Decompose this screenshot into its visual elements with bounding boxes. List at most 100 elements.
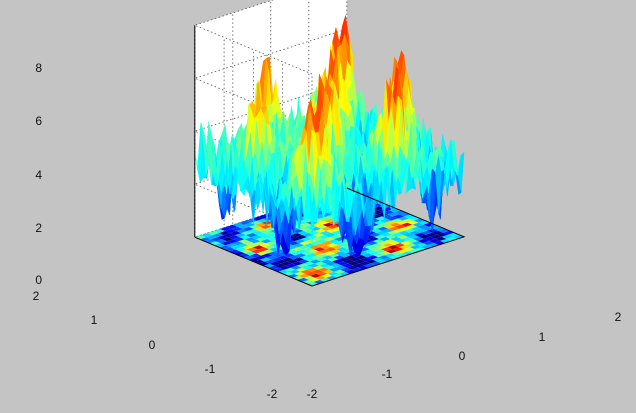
floor-cell [218,231,230,236]
floor-cell [395,238,407,243]
floor-cell [213,229,225,234]
floor-cell [315,243,327,248]
floor-cell [334,251,346,256]
floor-cell [240,249,252,254]
floor-cell [288,255,300,260]
floor-cell [220,226,232,231]
floor-cell [422,240,434,245]
y-axis-line [194,236,313,287]
floor-cell [315,257,327,262]
floor-cell [325,247,337,252]
floor-cell [291,247,303,252]
floor-cell [293,271,306,276]
y-tick-label: 1 [91,313,98,327]
floor-cell [231,226,243,231]
z-tick-label: 4 [35,168,42,182]
floor-cell [300,237,312,242]
floor-cell [285,263,297,268]
floor-cell [284,267,296,272]
x-tick-label: 2 [615,310,622,324]
floor-cell [301,218,313,223]
floor-cell [263,231,275,235]
floor-cell [252,231,264,236]
floor-cell [389,222,402,227]
floor-cell [215,239,227,244]
floor-cell [305,271,317,276]
floor-cell [311,269,323,274]
floor-cell [234,233,246,238]
floor-cell [351,267,363,272]
x-tick-label: -1 [382,367,393,381]
floor-cell [399,226,411,231]
floor-cell [314,261,326,266]
floor-cell [308,277,320,282]
floor-cell [436,232,448,237]
floor-cell [326,228,338,233]
floor-cell [236,243,248,248]
floor-cell [380,232,392,237]
floor-cell [375,216,387,221]
floor-cell [344,255,356,260]
floor-cell [305,239,317,244]
floor-cell [265,241,277,246]
floor-cell [282,257,294,262]
floor-cell [243,241,255,246]
floor-cell [400,241,412,246]
floor-cell [327,239,340,244]
floor-cell [385,234,397,239]
floor-cell [300,269,312,274]
floor-cell [384,253,396,258]
floor-cell [239,235,251,240]
floor-cell [331,259,344,264]
floor-cell [249,239,261,244]
floor-cell [246,247,258,252]
floor-cell [407,234,420,239]
z-grid-line [193,28,347,128]
floor-cell [217,235,229,240]
floor-cell [383,210,395,215]
floor-cell [380,218,392,223]
floor-cell [320,259,332,264]
z-tick-label: 2 [35,221,42,235]
z-tick-label: 0 [35,273,42,287]
floor-cell [260,239,272,244]
surface-mesh [194,15,465,256]
floor-cell [398,245,410,250]
floor-cell [354,259,366,264]
floor-cell [233,237,245,242]
floor-cell [386,216,398,221]
floor-cell [318,249,330,254]
floor-cell [310,241,322,246]
floor-cell [228,235,240,240]
floor-cell [256,251,268,256]
floor-cell [420,230,432,235]
floor-cell [266,255,278,260]
floor-cell [332,241,345,246]
floor-cell [321,226,333,231]
floor-cell [414,232,426,237]
floor-cell [339,253,351,258]
floor-cell [405,243,417,248]
floor-cell [302,247,314,252]
floor-cell [412,222,424,227]
floor-cell [310,255,323,260]
floor-cell [241,231,253,236]
floor-cell [379,236,391,241]
floor-cell [303,261,315,266]
floor-cell [251,216,263,221]
floor-cell [422,226,434,231]
floor-cell [430,234,442,239]
floor-cell [367,236,380,241]
floor-cell [288,241,300,246]
floor-cell [389,255,401,260]
floor-cell [295,235,307,240]
floor-cell [360,257,372,262]
floor-cell [337,243,349,248]
floor-cell [362,253,374,258]
floor-cell [244,237,256,242]
floor-cell [307,249,319,254]
floor-cell [391,232,403,237]
floor-cell [318,235,330,239]
floor-cell [377,226,389,231]
floor-cell [231,241,244,246]
